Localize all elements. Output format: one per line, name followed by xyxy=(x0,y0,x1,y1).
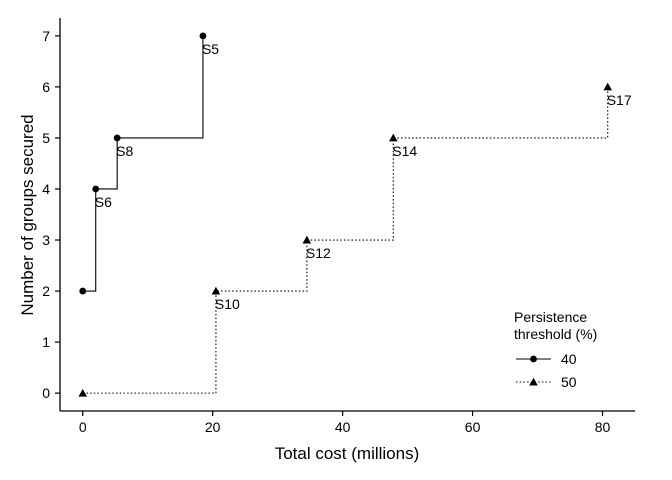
point-label: S10 xyxy=(215,296,240,312)
y-axis-title: Number of groups secured xyxy=(18,114,37,315)
y-tick-label: 6 xyxy=(42,79,50,95)
legend-label: 50 xyxy=(561,374,577,390)
data-point-50 xyxy=(603,82,613,91)
y-tick-label: 0 xyxy=(42,385,50,401)
x-tick-label: 40 xyxy=(335,419,351,435)
point-label: S6 xyxy=(95,194,112,210)
y-tick-label: 7 xyxy=(42,28,50,44)
legend-label: 40 xyxy=(561,351,577,367)
point-label: S17 xyxy=(607,92,632,108)
data-point-50 xyxy=(78,388,88,397)
series-line-40 xyxy=(82,35,204,292)
data-point-50 xyxy=(389,133,398,142)
y-tick-label: 2 xyxy=(42,283,50,299)
point-label: S14 xyxy=(392,143,417,159)
point-label: S8 xyxy=(116,143,133,159)
series-line-50 xyxy=(82,86,609,394)
point-labels: S6 S8 S5 S10 S12 S14 S17 xyxy=(95,41,632,312)
data-point-40 xyxy=(113,134,121,142)
series-layer xyxy=(78,32,613,397)
x-axis-title: Total cost (millions) xyxy=(275,444,420,463)
data-point-40 xyxy=(79,287,87,295)
legend-key-marker xyxy=(529,377,538,386)
point-label: S5 xyxy=(202,41,219,57)
legend-title-line2: threshold (%) xyxy=(514,326,597,342)
legend-key-marker xyxy=(530,355,537,363)
x-tick-label: 80 xyxy=(595,419,611,435)
data-point-40 xyxy=(92,185,100,193)
legend-title-line1: Persistence xyxy=(514,309,587,325)
data-point-40 xyxy=(199,32,207,40)
y-tick-label: 1 xyxy=(42,334,50,350)
legend: Persistence threshold (%) 40 50 xyxy=(514,309,597,390)
x-tick-label: 60 xyxy=(465,419,481,435)
y-tick-label: 3 xyxy=(42,232,50,248)
x-tick-label: 20 xyxy=(205,419,221,435)
data-point-50 xyxy=(302,235,312,244)
axes: 0 20 40 60 80 0 1 2 3 4 5 6 7 xyxy=(42,18,635,435)
y-tick-label: 4 xyxy=(42,181,50,197)
x-tick-label: 0 xyxy=(79,419,87,435)
y-tick-label: 5 xyxy=(42,130,50,146)
point-label: S12 xyxy=(306,245,331,261)
data-point-50 xyxy=(211,286,221,295)
